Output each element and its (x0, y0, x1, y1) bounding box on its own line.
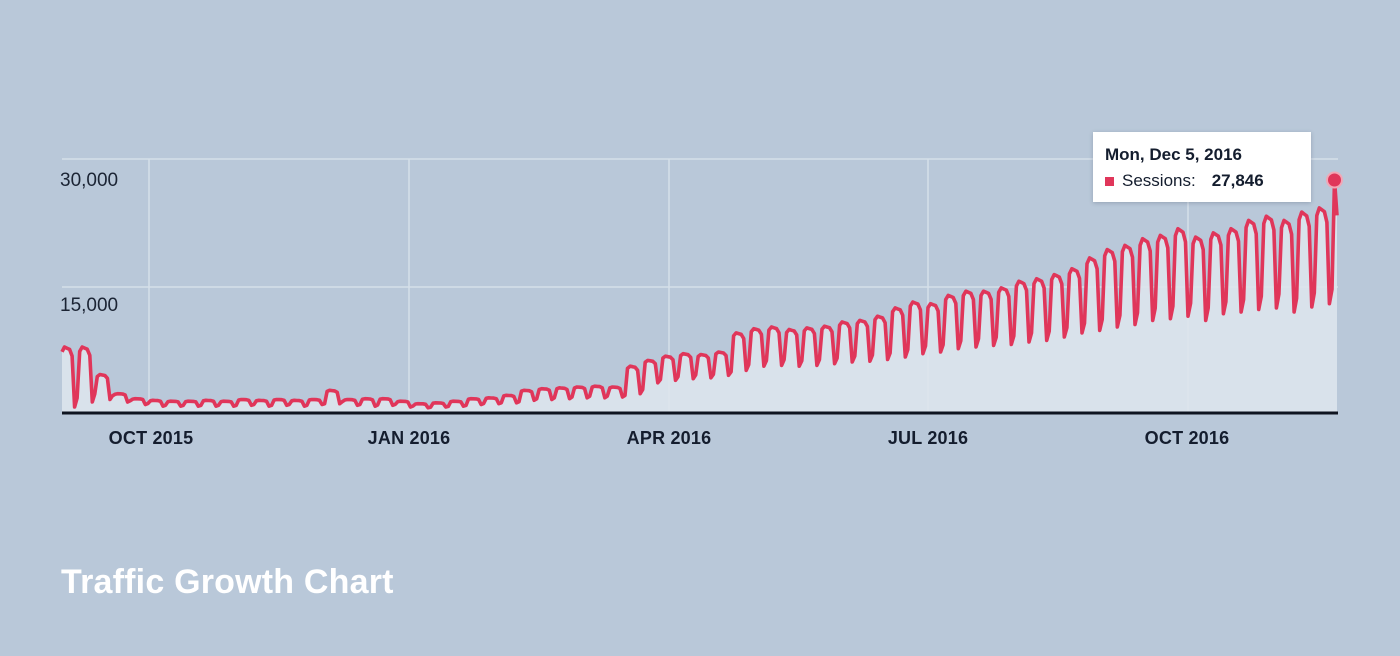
series-swatch-icon (1105, 176, 1114, 186)
tooltip-series-label: Sessions: (1122, 171, 1196, 190)
x-tick-oct-2016: OCT 2016 (1144, 428, 1230, 448)
chart-title: Traffic Growth Chart (61, 563, 394, 601)
y-tick-15000: 15,000 (60, 295, 119, 316)
x-tick-apr-2016: APR 2016 (626, 428, 712, 448)
x-tick-jul-2016: JUL 2016 (887, 428, 969, 448)
x-tick-oct-2015: OCT 2015 (108, 428, 194, 448)
tooltip-row: Sessions: 27,846 (1105, 171, 1299, 191)
tooltip-value: 27,846 (1211, 171, 1264, 190)
x-tick-jan-2016: JAN 2016 (367, 428, 451, 448)
sessions-line[interactable] (60, 178, 1339, 410)
chart-tooltip: Mon, Dec 5, 2016 Sessions: 27,846 (1093, 132, 1311, 202)
tooltip-date: Mon, Dec 5, 2016 (1105, 145, 1243, 164)
sessions-area (62, 180, 1337, 412)
y-tick-30000: 30,000 (60, 170, 119, 191)
highlight-point-marker[interactable] (1326, 171, 1343, 189)
